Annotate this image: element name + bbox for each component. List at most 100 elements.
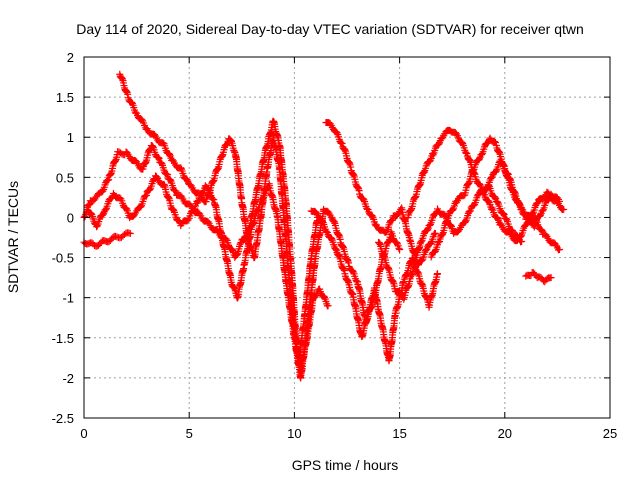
- data-point: [485, 197, 493, 205]
- data-point: [177, 164, 185, 172]
- data-point: [87, 209, 95, 217]
- data-point: [487, 174, 495, 182]
- data-point: [166, 150, 174, 158]
- data-point: [534, 199, 542, 207]
- grid-lines: [84, 57, 610, 418]
- data-point: [530, 223, 538, 231]
- data-point: [492, 195, 500, 203]
- data-point: [112, 232, 120, 240]
- data-point: [476, 155, 484, 163]
- data-point: [479, 190, 487, 198]
- data-point: [553, 194, 561, 202]
- data-point: [492, 167, 500, 175]
- x-axis: 0 5 10 15 20 25: [80, 57, 617, 441]
- data-point: [458, 139, 466, 147]
- data-point: [441, 211, 449, 219]
- data-point: [532, 200, 540, 208]
- data-point: [183, 176, 191, 184]
- y-tick-label: -1.5: [52, 331, 74, 346]
- data-point: [469, 167, 477, 175]
- data-points: [80, 70, 568, 382]
- data-point: [494, 215, 502, 223]
- y-tick-label: -2.5: [52, 411, 74, 426]
- data-point: [491, 193, 499, 201]
- data-point: [352, 277, 360, 285]
- data-point: [504, 169, 512, 177]
- data-point: [545, 195, 553, 203]
- y-tick-label: 0: [67, 210, 74, 225]
- data-point: [153, 173, 161, 181]
- data-point: [259, 195, 267, 203]
- data-point: [205, 185, 213, 193]
- data-point: [500, 211, 508, 219]
- y-tick-label: 1.5: [56, 90, 74, 105]
- data-point: [328, 235, 336, 243]
- data-point: [521, 211, 529, 219]
- y-tick-label: 0.5: [56, 170, 74, 185]
- data-point: [146, 186, 154, 194]
- x-tick-label: 5: [186, 426, 193, 441]
- data-point: [131, 108, 139, 116]
- y-tick-label: 2: [67, 50, 74, 65]
- data-point: [363, 204, 371, 212]
- data-point: [556, 246, 564, 254]
- data-point: [126, 229, 134, 237]
- data-point: [422, 247, 430, 255]
- data-point: [465, 208, 473, 216]
- data-point: [449, 206, 457, 214]
- data-point: [494, 199, 502, 207]
- data-point: [322, 227, 330, 235]
- data-point: [517, 232, 525, 240]
- data-point: [487, 174, 495, 182]
- data-point: [326, 120, 334, 128]
- data-point: [560, 205, 568, 213]
- chart-title: Day 114 of 2020, Sidereal Day-to-day VTE…: [76, 21, 584, 37]
- data-point: [172, 187, 180, 195]
- data-point: [547, 274, 555, 282]
- data-point: [142, 191, 150, 199]
- data-point: [321, 293, 329, 301]
- data-point: [434, 239, 442, 247]
- data-point: [483, 184, 491, 192]
- data-point: [455, 227, 463, 235]
- data-point: [99, 211, 107, 219]
- data-point: [431, 247, 439, 255]
- x-tick-label: 15: [392, 426, 406, 441]
- data-point: [123, 149, 131, 157]
- data-point: [99, 187, 107, 195]
- data-point: [426, 220, 434, 228]
- data-point: [163, 171, 171, 179]
- data-point: [516, 200, 524, 208]
- data-point: [499, 210, 507, 218]
- data-point: [222, 235, 230, 243]
- data-point: [393, 239, 401, 247]
- data-point: [204, 218, 212, 226]
- data-point: [473, 192, 481, 200]
- x-tick-label: 0: [80, 426, 87, 441]
- data-point: [537, 226, 545, 234]
- data-point: [542, 231, 550, 239]
- data-point: [383, 227, 391, 235]
- data-point: [396, 246, 404, 254]
- data-point: [529, 210, 537, 218]
- x-tick-label: 20: [498, 426, 512, 441]
- y-tick-label: -2: [62, 371, 74, 386]
- data-point: [337, 139, 345, 147]
- data-point: [155, 154, 163, 162]
- y-tick-label: -0.5: [52, 251, 74, 266]
- y-axis: -2.5 -2 -1.5 -1 -0.5 0 0.5 1 1.5 2: [52, 50, 610, 426]
- data-point: [169, 205, 177, 213]
- data-point: [368, 212, 376, 220]
- data-point: [498, 158, 506, 166]
- data-point: [338, 140, 346, 148]
- data-point: [149, 176, 157, 184]
- data-point: [166, 176, 174, 184]
- data-point: [506, 229, 514, 237]
- data-point: [389, 216, 397, 224]
- data-point: [539, 207, 547, 215]
- data-point: [427, 239, 435, 247]
- data-point: [417, 238, 425, 246]
- data-point: [538, 227, 546, 235]
- data-point: [504, 170, 512, 178]
